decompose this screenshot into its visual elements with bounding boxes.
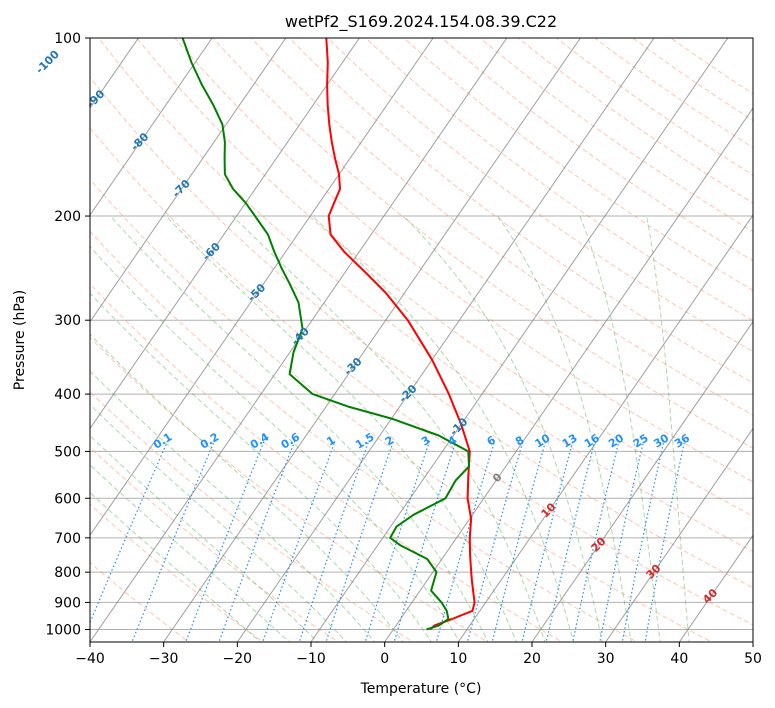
isotherm-line — [90, 38, 360, 430]
y-tick-label: 800 — [54, 565, 81, 581]
mixing-ratio-line — [491, 440, 547, 642]
x-tick-label: 40 — [670, 651, 688, 667]
dry-adiabat — [90, 127, 753, 626]
moist-adiabat — [311, 215, 575, 642]
moist-adiabat — [497, 215, 632, 642]
moist-adiabat — [110, 215, 489, 642]
x-tick-label: −30 — [149, 651, 179, 667]
isotherm-line — [90, 38, 434, 537]
dry-adiabat — [136, 38, 753, 517]
x-axis: −40 −30 −20 −10 0 10 20 30 40 50 — [75, 642, 762, 667]
x-axis-title: Temperature (°C) — [360, 681, 482, 697]
isotherm-line — [310, 38, 729, 642]
moist-adiabat — [90, 370, 376, 642]
x-tick-label: 0 — [380, 651, 389, 667]
y-tick-label: 400 — [54, 387, 81, 403]
mixing-ratio-line — [545, 440, 596, 642]
mixing-ratio-line — [466, 440, 524, 642]
dry-adiabat — [174, 38, 753, 483]
dry-adiabat — [288, 38, 753, 384]
x-tick-label: −10 — [296, 651, 326, 667]
x-tick-label: −20 — [223, 651, 253, 667]
isotherm-line — [531, 320, 753, 642]
dry-adiabat — [90, 76, 753, 589]
y-tick-label: 200 — [54, 209, 81, 225]
y-tick-label: 100 — [54, 31, 81, 47]
temperature-profile — [325, 38, 476, 631]
mixing-ratio-line — [521, 440, 574, 642]
y-tick-label: 600 — [54, 491, 81, 507]
mixing-ratio-line — [572, 440, 620, 642]
mixing-ratio-line — [435, 440, 496, 642]
isotherm-line — [90, 38, 213, 216]
y-tick-label: 500 — [54, 444, 81, 460]
mixing-ratio-line — [298, 440, 370, 642]
mixing-ratio-line — [599, 440, 645, 642]
x-tick-label: −40 — [75, 651, 105, 667]
isotherm-line — [163, 38, 581, 642]
moist-adiabat — [232, 215, 546, 642]
isotherm-line — [457, 214, 753, 642]
moist-adiabat — [165, 215, 518, 642]
y-axis-title: Pressure (hPa) — [12, 290, 28, 390]
plot-area — [90, 38, 753, 642]
y-tick-label: 900 — [54, 595, 81, 611]
dry-adiabat — [90, 391, 414, 642]
y-tick-label: 300 — [54, 313, 81, 329]
dry-adiabat — [90, 446, 340, 642]
y-tick-label: 1000 — [45, 622, 81, 638]
moist-adiabat — [579, 215, 661, 642]
mixing-ratio-line — [90, 440, 169, 624]
dry-adiabat — [90, 230, 639, 642]
moist-adiabat — [90, 491, 261, 642]
isotherm-line — [678, 534, 753, 642]
plot-frame — [89, 37, 754, 643]
chart-title: wetPf2_S169.2024.154.08.39.C22 — [285, 12, 557, 32]
mixing-ratio-line — [621, 440, 665, 642]
isotherm-line — [605, 427, 753, 642]
x-tick-label: 10 — [449, 651, 467, 667]
x-tick-label: 20 — [523, 651, 541, 667]
dewpoint-profile — [181, 38, 470, 631]
y-tick-label: 700 — [54, 531, 81, 547]
mixing-ratio-line — [644, 440, 686, 642]
isotherm-line — [90, 38, 508, 642]
y-axis: 100 200 300 400 500 600 700 800 900 1000 — [45, 31, 90, 638]
moist-adiabat — [90, 245, 461, 642]
moist-adiabat — [90, 403, 348, 642]
x-tick-label: 50 — [744, 651, 762, 667]
moist-adiabat — [646, 215, 690, 642]
dry-adiabat — [97, 38, 753, 553]
dry-adiabat — [90, 561, 190, 642]
isotherm-line — [384, 107, 753, 642]
mixing-ratio-line — [131, 440, 215, 642]
dry-adiabat — [90, 283, 564, 642]
mixing-ratio-line — [325, 440, 395, 642]
dry-adiabat — [250, 38, 753, 416]
moist-adiabat — [90, 464, 290, 642]
dry-adiabat — [90, 336, 489, 642]
isotherm-line — [236, 38, 655, 642]
x-tick-label: 30 — [597, 651, 615, 667]
